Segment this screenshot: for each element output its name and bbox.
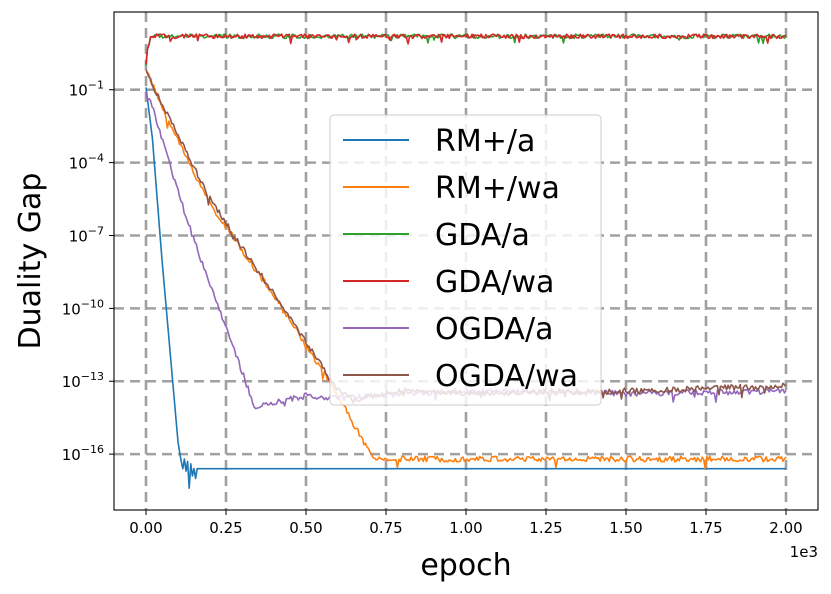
y-tick-base: 10 — [69, 155, 88, 173]
legend-label: RM+/wa — [435, 171, 560, 206]
y-tick-exponent: −16 — [81, 443, 104, 456]
x-tick-label: 1.00 — [449, 519, 482, 537]
legend: RM+/a RM+/wa GDA/a GDA/wa OGDA/a OGDA/wa — [329, 114, 602, 406]
y-tick-exponent: −13 — [81, 370, 104, 383]
y-tick-exponent: −1 — [88, 79, 104, 92]
y-tick-label: 10−1 — [69, 79, 104, 100]
series-line-1 — [145, 71, 787, 470]
y-tick-base: 10 — [69, 227, 88, 245]
legend-label: RM+/a — [435, 124, 535, 159]
y-tick-base: 10 — [62, 446, 81, 464]
legend-label: OGDA/a — [435, 312, 553, 347]
x-axis-title: epoch — [420, 548, 511, 583]
y-tick-exponent: −10 — [81, 297, 104, 310]
x-tick-label: 0.75 — [369, 519, 402, 537]
y-tick-label: 10−16 — [62, 443, 104, 464]
y-tick-base: 10 — [62, 300, 81, 318]
y-tick-base: 10 — [62, 373, 81, 391]
legend-label: OGDA/wa — [435, 359, 578, 394]
x-tick-label: 1.50 — [609, 519, 642, 537]
x-offset-label: 1e3 — [790, 543, 818, 561]
x-tick-label: 1.75 — [689, 519, 722, 537]
series-line-0 — [145, 87, 786, 489]
x-tick-label: 1.25 — [529, 519, 562, 537]
legend-label: GDA/wa — [435, 265, 554, 300]
y-tick-base: 10 — [69, 82, 88, 100]
x-tick-label: 0.25 — [209, 519, 242, 537]
y-tick-exponent: −4 — [88, 152, 104, 165]
y-tick-exponent: −7 — [88, 224, 104, 237]
x-tick-label: 0.50 — [289, 519, 322, 537]
legend-label: GDA/a — [435, 218, 530, 253]
y-tick-label: 10−10 — [62, 297, 104, 318]
x-tick-label: 2.00 — [769, 519, 802, 537]
y-tick-label: 10−4 — [69, 152, 104, 173]
x-tick-label: 0.00 — [129, 519, 162, 537]
y-axis-title: Duality Gap — [13, 173, 48, 350]
y-tick-label: 10−7 — [69, 224, 104, 245]
series-line-3 — [145, 33, 787, 64]
axis-ticks: 0.00 0.25 0.50 0.75 1.00 1.25 1.50 1.75 2.0010−1… — [62, 79, 803, 537]
y-tick-label: 10−13 — [62, 370, 104, 391]
